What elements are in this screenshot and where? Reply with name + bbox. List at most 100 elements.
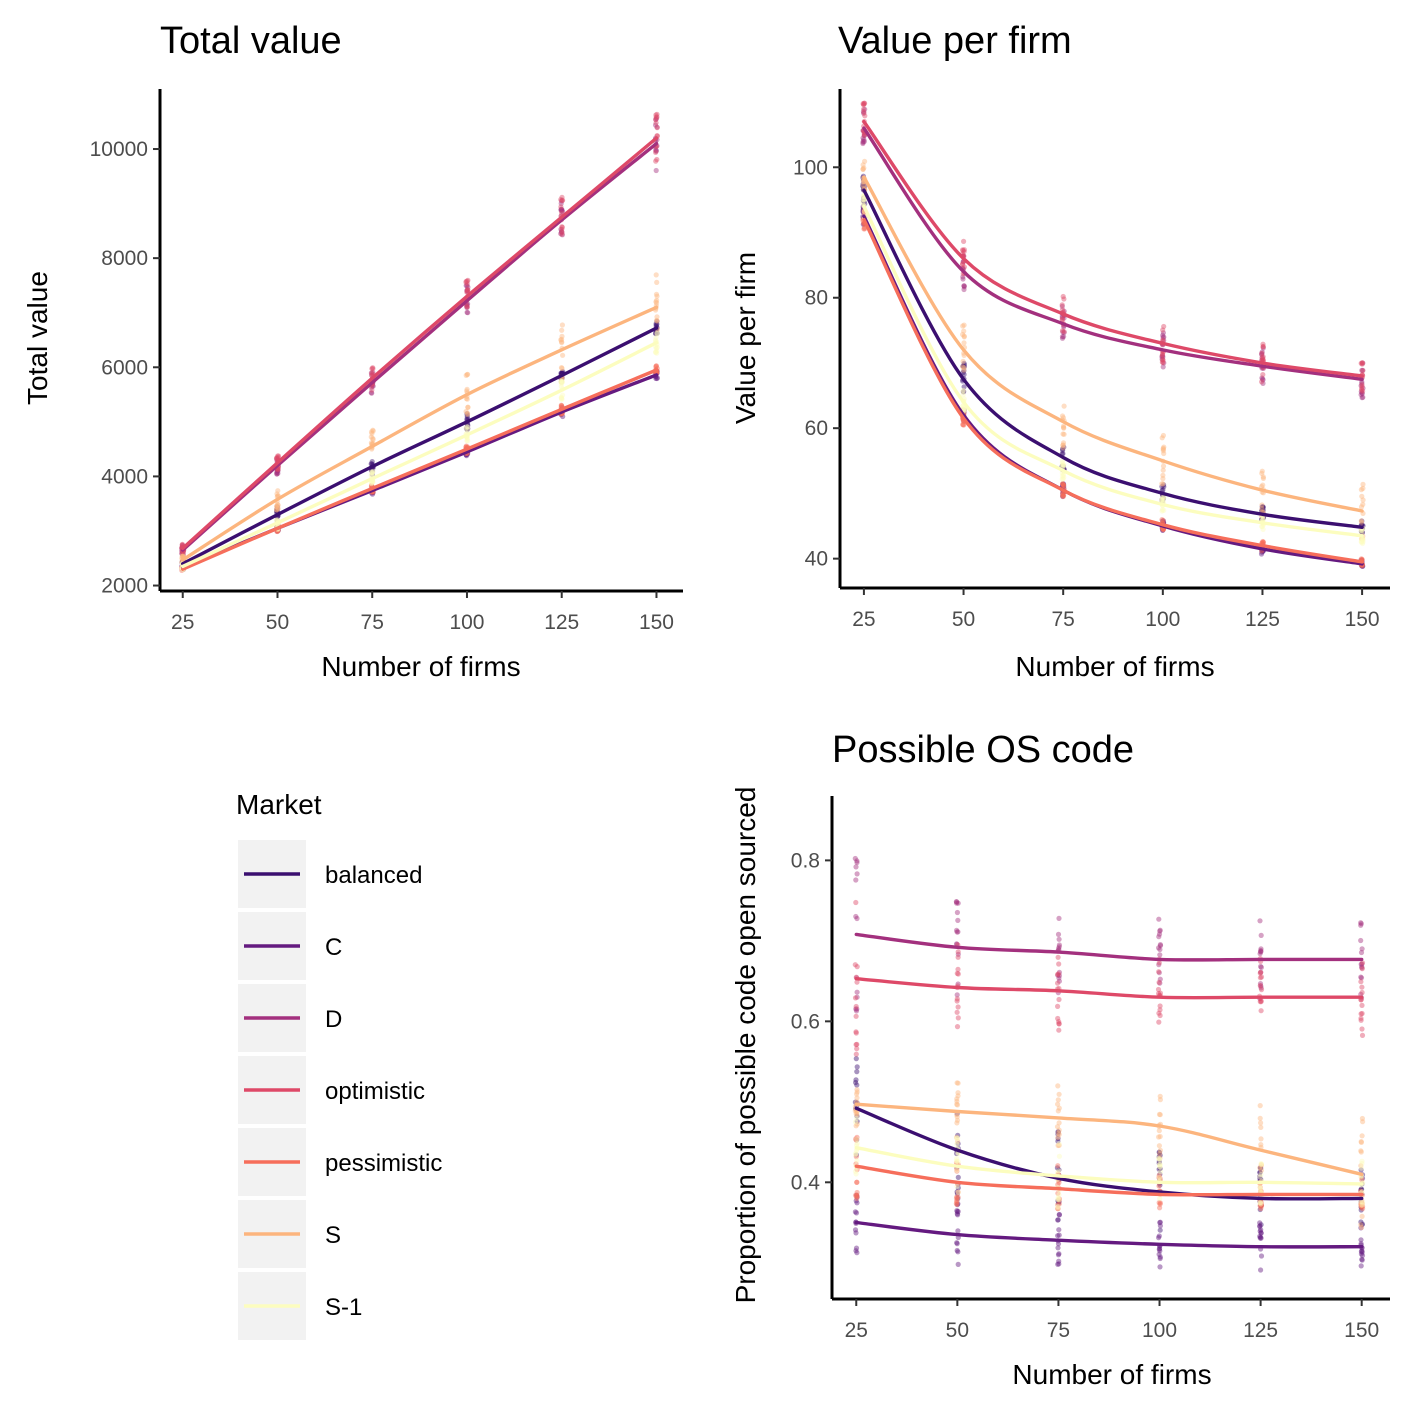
data-point [1060,447,1066,453]
data-point [465,404,471,410]
series-points-optimistic [852,899,1366,1057]
data-point [1359,966,1365,972]
data-point [860,102,867,108]
data-point [860,197,867,204]
data-point [1060,482,1067,488]
data-point [274,471,280,477]
y-tick-label: 0.6 [791,1010,820,1033]
data-point [1360,537,1366,543]
data-point [1056,961,1062,967]
data-point [1258,1230,1264,1236]
data-point [1055,1217,1061,1223]
data-point [860,138,866,144]
data-point [1160,494,1166,500]
data-point [955,951,961,957]
data-point [953,1195,960,1201]
data-point [955,900,961,906]
data-point [861,197,867,203]
data-point [860,140,866,147]
x-tick-label: 75 [361,611,384,634]
data-point [1259,350,1265,356]
data-point [1055,1245,1061,1251]
legend-label: pessimistic [325,1150,442,1177]
data-point [955,1004,961,1010]
data-point [1157,942,1163,948]
data-point [1258,998,1264,1004]
data-point [955,1093,961,1099]
data-point [1157,1264,1163,1270]
data-point [854,1158,860,1164]
data-point [465,287,471,293]
data-point [1360,501,1366,507]
data-point [1156,1160,1162,1166]
data-point [1160,527,1166,533]
data-point [960,358,966,364]
data-point [854,1134,860,1140]
data-point [1358,975,1365,981]
data-point [1059,463,1065,469]
data-point [559,333,565,339]
data-point [370,436,376,443]
data-point [1258,1202,1264,1208]
data-point [1358,539,1364,545]
data-point [1257,951,1263,957]
data-point [961,284,967,290]
data-point [1160,354,1166,360]
data-point [1055,1135,1061,1141]
data-point [654,330,660,336]
data-point [1059,316,1065,323]
data-point [1156,1233,1162,1239]
data-point [1359,965,1365,971]
series-points-C [860,203,1366,570]
data-point [1055,971,1062,977]
data-point [1358,1188,1364,1194]
data-point [1055,1205,1061,1212]
data-point [1358,1167,1364,1173]
data-point [1159,497,1165,503]
y-axis-title: Total value [22,271,53,405]
data-point [1060,493,1066,500]
data-point [1059,328,1066,334]
data-point [1359,360,1366,366]
data-point [1056,1021,1062,1027]
data-point [1161,494,1167,500]
data-point [1160,353,1166,359]
data-point [854,1095,860,1101]
data-point [1159,518,1166,524]
data-point [1258,1200,1264,1206]
data-point [369,471,375,477]
data-point [861,138,868,144]
data-point [275,453,281,459]
data-point [653,334,659,340]
data-point [854,1194,860,1200]
data-point [1157,946,1163,953]
data-point [955,1189,961,1195]
data-point [1259,508,1265,514]
data-point [854,1112,860,1118]
data-point [955,1189,961,1195]
data-point [274,506,280,512]
data-point [464,414,470,420]
data-point [559,322,566,328]
data-point [862,113,868,119]
data-point [1056,1258,1062,1264]
data-point [1055,1195,1061,1201]
data-point [1061,425,1067,431]
data-point [861,132,867,138]
data-point [961,384,967,390]
data-point [1061,444,1067,450]
data-point [1259,352,1265,358]
data-point [464,438,470,444]
data-point [1060,493,1066,499]
data-point [654,314,660,320]
data-point [1359,989,1365,996]
data-point [953,1201,960,1207]
data-point [1358,1011,1364,1017]
data-point [1061,403,1067,409]
data-point [860,199,866,205]
data-point [1258,963,1264,970]
data-point [1358,961,1364,967]
data-point [1258,932,1264,939]
data-point [1258,946,1264,952]
data-point [1060,482,1066,488]
